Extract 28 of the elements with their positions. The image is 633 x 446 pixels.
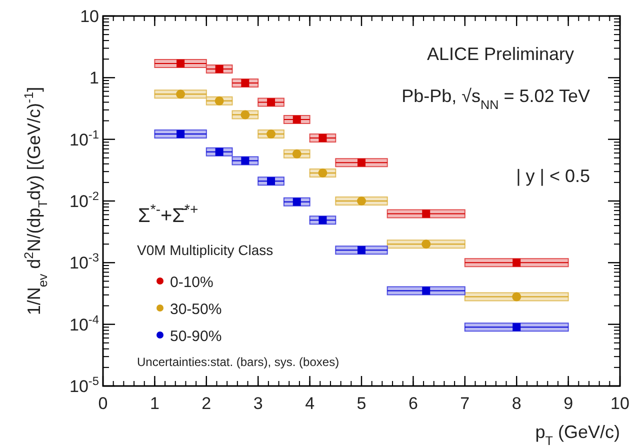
- y-tick-label: 10$^{-1}$: [70, 127, 100, 150]
- x-tick-label: 10: [610, 394, 630, 413]
- y-tick-label: 10$^{-2}$: [70, 189, 100, 211]
- x-axis-title: p$_{T}$ (GeV/c): [535, 422, 620, 446]
- y-tick-label: 10$^{-3}$: [70, 250, 100, 273]
- legend-title: V0M Multiplicity Class: [137, 242, 274, 258]
- x-tick-label: 9: [564, 394, 574, 413]
- x-tick-label: 7: [460, 394, 470, 413]
- annotation: Σ$^{*-}$+Σ̄$^{*+}$: [138, 201, 198, 227]
- y-tick-label: 1: [90, 68, 99, 88]
- x-tick-label: 6: [408, 394, 418, 413]
- annotation: | y | < 0.5: [516, 166, 590, 186]
- x-tick-label: 4: [305, 394, 315, 413]
- y-tick-label: 10$^{-5}$: [70, 374, 100, 396]
- legend-label: 30-50%: [170, 301, 222, 318]
- annotation: Pb-Pb, √s$_{NN}$ = 5.02 TeV: [402, 86, 590, 112]
- y-tick-label: 10: [80, 7, 99, 26]
- x-tick-label: 1: [150, 394, 160, 413]
- annotation: ALICE Preliminary: [426, 44, 574, 64]
- x-tick-label: 5: [356, 394, 366, 413]
- annotation: Uncertainties:stat. (bars), sys. (boxes): [137, 355, 340, 369]
- x-tick-label: 0: [98, 394, 108, 413]
- y-tick-label: 10$^{-4}$: [70, 312, 100, 334]
- x-tick-label: 3: [253, 394, 263, 413]
- legend-label: 50-90%: [170, 328, 222, 345]
- x-tick-label: 2: [202, 394, 212, 413]
- x-tick-label: 8: [512, 394, 522, 413]
- legend-label: 0-10%: [170, 274, 214, 291]
